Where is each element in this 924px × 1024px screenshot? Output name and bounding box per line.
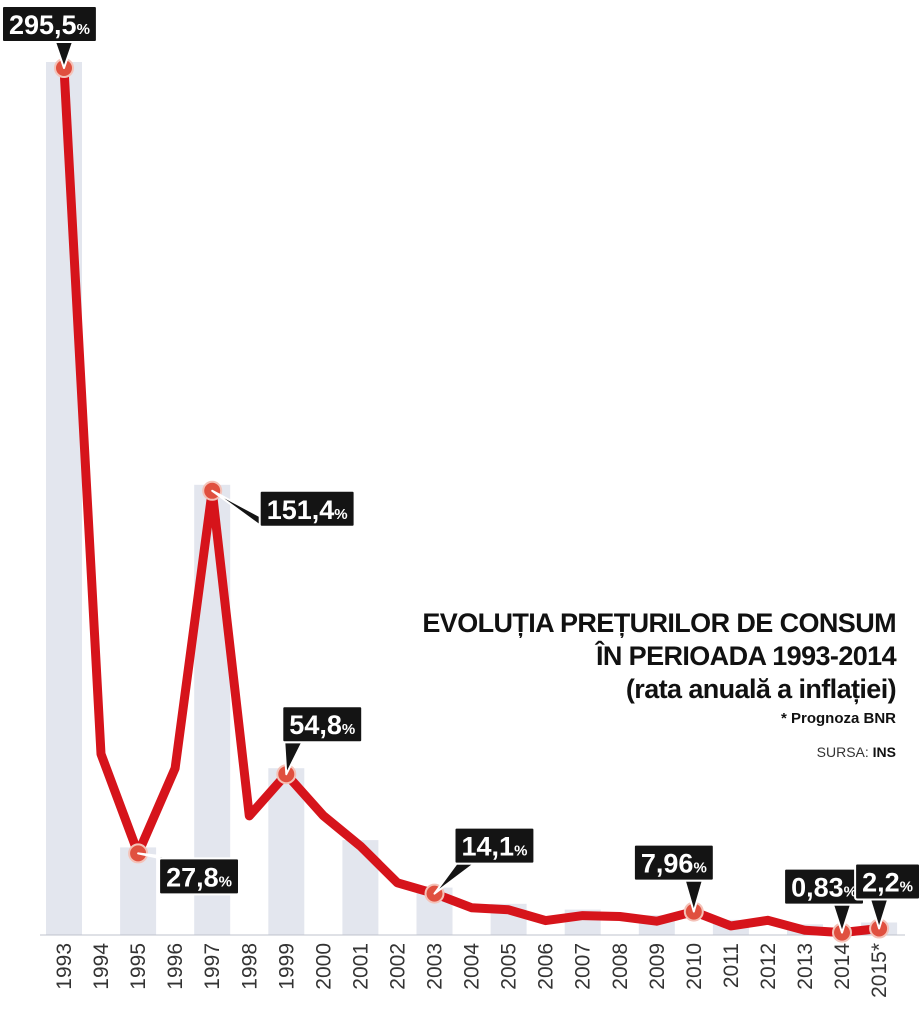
source-name: INS: [872, 744, 896, 760]
data-label-unit: %: [693, 860, 706, 877]
chart-subtitle: (rata anuală a inflației): [625, 674, 897, 704]
data-label-value: 27,8: [166, 862, 219, 892]
source-prefix: SURSA:: [816, 744, 869, 760]
data-label-1999: 54,8%: [281, 705, 364, 776]
x-tick-label: 2012: [757, 943, 780, 990]
data-label-value: 7,96: [641, 849, 694, 879]
data-label-unit: %: [844, 884, 857, 901]
data-label-2014: 0,83%: [783, 867, 865, 934]
data-label-text: 151,4%: [267, 495, 348, 525]
x-tick-label: 2010: [683, 943, 706, 990]
column-bands: [46, 62, 898, 935]
x-tick-label: 2007: [572, 943, 595, 990]
x-tick-label: 1993: [53, 943, 76, 990]
x-tick-label: 1994: [90, 943, 113, 990]
data-label-unit: %: [77, 21, 90, 38]
data-label-1993: 295,5%: [1, 5, 98, 69]
data-label-text: 2,2%: [862, 868, 913, 898]
data-label-unit: %: [342, 721, 355, 738]
x-tick-label: 1997: [201, 943, 224, 990]
forecast-footnote: * Prognoza BNR: [780, 710, 896, 727]
data-label-value: 0,83: [791, 873, 844, 903]
data-label-text: 295,5%: [9, 10, 90, 40]
source-note: SURSA: INS: [422, 744, 896, 760]
x-tick-label: 2015*: [868, 943, 891, 998]
x-tick-label: 1995: [127, 943, 150, 990]
data-label-value: 151,4: [267, 495, 335, 525]
data-label-1995: 27,8%: [137, 852, 241, 896]
data-label-unit: %: [334, 506, 347, 523]
x-tick-label: 2005: [498, 943, 521, 990]
x-tick-label: 1998: [238, 943, 261, 990]
column-band-1999: [268, 768, 305, 935]
x-tick-label: 2009: [646, 943, 669, 990]
chart-title-block: EVOLUȚIA PREȚURILOR DE CONSUM ÎN PERIOAD…: [422, 607, 896, 760]
x-tick-label: 2002: [386, 943, 409, 990]
data-label-box: [158, 857, 241, 896]
data-label-pointer: [433, 862, 476, 895]
data-label-box: [281, 705, 364, 744]
data-label-text: 27,8%: [166, 862, 232, 892]
data-label-value: 54,8: [289, 710, 342, 740]
data-label-2003: 14,1%: [433, 826, 536, 895]
data-label-box: [1, 5, 98, 43]
data-label-text: 0,83%: [791, 873, 857, 903]
x-tick-label: 2003: [424, 943, 447, 990]
chart-title-period: ÎN PERIOADA 1993-2014: [595, 641, 897, 671]
data-label-box: [854, 862, 921, 901]
x-tick-label: 2001: [349, 943, 372, 990]
x-tick-label: 2014: [831, 943, 854, 990]
data-label-text: 54,8%: [289, 710, 355, 740]
data-label-text: 14,1%: [462, 832, 528, 862]
data-label-unit: %: [514, 843, 527, 860]
data-label-value: 295,5: [9, 10, 77, 40]
x-tick-label: 1996: [164, 943, 187, 990]
data-labels: 295,5%151,4%54,8%27,8%14,1% 7,96%0,83% 2,2…: [1, 5, 921, 934]
column-band-1993: [46, 62, 82, 935]
chart-title: EVOLUȚIA PREȚURILOR DE CONSUM: [422, 608, 896, 638]
x-tick-label: 2011: [720, 943, 743, 988]
data-label-unit: %: [900, 879, 913, 896]
x-tick-label: 2006: [535, 943, 558, 990]
data-label-2015*: 2,2%: [854, 862, 921, 930]
x-axis-labels: 1993 1994 1995 1996 1997 1998 1999 2000 2001 2002…: [53, 943, 891, 998]
data-label-value: 14,1: [462, 832, 515, 862]
x-tick-label: 2004: [461, 943, 484, 990]
x-tick-label: 2008: [609, 943, 632, 990]
data-label-box: [632, 843, 715, 882]
data-points: [54, 58, 890, 943]
data-label-text: 7,96%: [641, 849, 707, 879]
x-tick-label: 2013: [794, 943, 817, 990]
x-tick-label: 1999: [275, 943, 298, 990]
data-label-box: [453, 826, 536, 865]
data-label-box: [258, 489, 356, 528]
data-label-value: 2,2: [862, 868, 900, 898]
inflation-series-line: [59, 63, 884, 938]
data-label-1997: 151,4%: [211, 489, 356, 528]
data-label-2010: 7,96%: [632, 843, 715, 913]
data-label-unit: %: [219, 873, 232, 890]
x-tick-label: 2000: [312, 943, 335, 990]
